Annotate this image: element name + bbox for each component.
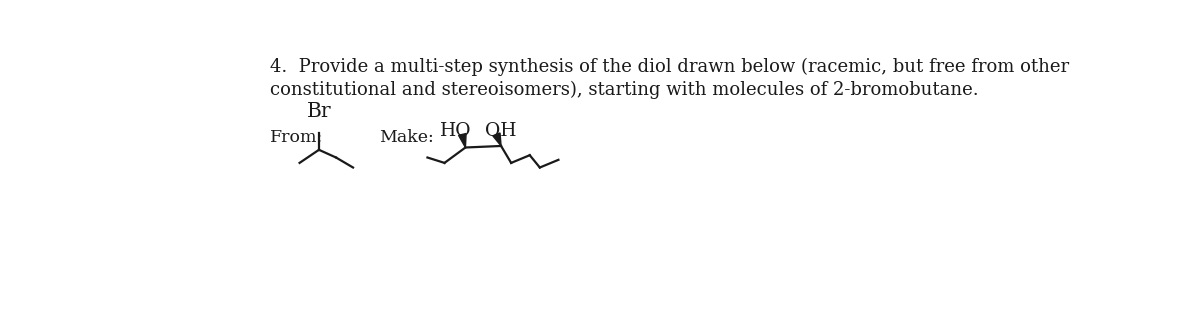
Text: 4.  Provide a multi-step synthesis of the diol drawn below (racemic, but free fr: 4. Provide a multi-step synthesis of the…	[270, 58, 1069, 76]
Text: OH: OH	[485, 122, 516, 140]
Polygon shape	[493, 133, 502, 146]
Text: constitutional and stereoisomers), starting with molecules of 2-bromobutane.: constitutional and stereoisomers), start…	[270, 80, 979, 99]
Polygon shape	[458, 134, 466, 148]
Text: HO: HO	[440, 122, 472, 140]
Text: Make:: Make:	[379, 129, 433, 146]
Text: Br: Br	[307, 102, 331, 121]
Text: From:: From:	[270, 129, 323, 146]
